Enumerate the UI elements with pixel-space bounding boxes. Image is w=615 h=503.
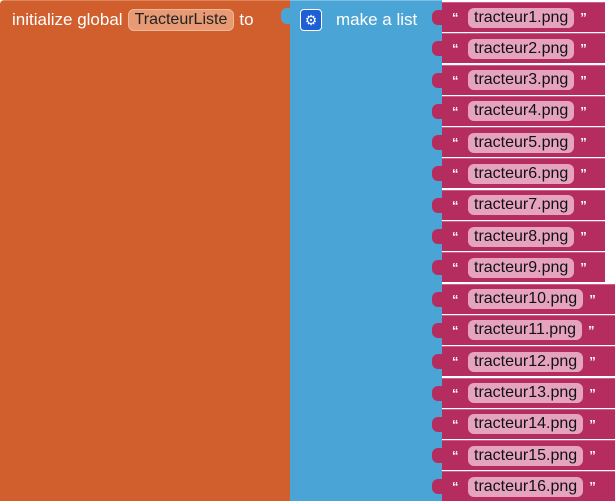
close-quote: ” bbox=[580, 41, 587, 57]
open-quote: “ bbox=[452, 72, 459, 88]
make-a-list-label: make a list bbox=[336, 10, 418, 29]
text-string-field[interactable]: tracteur6.png bbox=[468, 163, 575, 184]
close-quote: ” bbox=[580, 166, 587, 182]
text-string-block[interactable]: “ tracteur10.png ” bbox=[432, 283, 615, 314]
open-quote: “ bbox=[452, 41, 459, 57]
open-quote: “ bbox=[452, 166, 459, 182]
close-quote: ” bbox=[589, 354, 596, 370]
open-quote: “ bbox=[452, 479, 459, 495]
text-string-block[interactable]: “ tracteur15.png ” bbox=[432, 440, 615, 471]
close-quote: ” bbox=[580, 229, 587, 245]
variable-name-field[interactable]: TracteurListe bbox=[127, 9, 235, 31]
close-quote: ” bbox=[580, 103, 587, 119]
open-quote: “ bbox=[452, 10, 459, 25]
close-quote: ” bbox=[589, 479, 596, 495]
text-string-block[interactable]: “ tracteur12.png ” bbox=[432, 346, 615, 377]
text-string-field[interactable]: tracteur15.png bbox=[468, 445, 584, 466]
initialize-global-block[interactable]: initialize global TracteurListe to bbox=[0, 0, 290, 501]
text-string-field[interactable]: tracteur8.png bbox=[468, 226, 575, 247]
text-string-field[interactable]: tracteur10.png bbox=[468, 289, 584, 310]
close-quote: ” bbox=[580, 10, 587, 25]
text-string-block[interactable]: “ tracteur16.png ” bbox=[432, 471, 615, 502]
open-quote: “ bbox=[452, 197, 459, 213]
text-string-field[interactable]: tracteur11.png bbox=[468, 320, 582, 341]
open-quote: “ bbox=[452, 448, 459, 464]
open-quote: “ bbox=[452, 354, 459, 370]
open-quote: “ bbox=[452, 135, 459, 151]
text-string-block[interactable]: “ tracteur14.png ” bbox=[432, 408, 615, 439]
text-string-block[interactable]: “ tracteur9.png ” bbox=[432, 252, 605, 283]
close-quote: ” bbox=[589, 416, 596, 432]
text-string-field[interactable]: tracteur4.png bbox=[468, 101, 575, 122]
open-quote: “ bbox=[452, 260, 459, 276]
text-string-block[interactable]: “ tracteur11.png ” bbox=[432, 314, 615, 345]
close-quote: ” bbox=[589, 385, 596, 401]
text-string-field[interactable]: tracteur1.png bbox=[468, 7, 575, 28]
open-quote: “ bbox=[452, 385, 459, 401]
text-string-field[interactable]: tracteur9.png bbox=[468, 257, 575, 278]
text-string-field[interactable]: tracteur7.png bbox=[468, 195, 575, 216]
text-string-block[interactable]: “ tracteur13.png ” bbox=[432, 377, 615, 408]
text-string-field[interactable]: tracteur3.png bbox=[468, 70, 575, 91]
open-quote: “ bbox=[452, 322, 459, 338]
text-string-field[interactable]: tracteur5.png bbox=[468, 132, 575, 153]
text-string-field[interactable]: tracteur16.png bbox=[468, 476, 584, 497]
initialize-global-label: initialize global bbox=[12, 10, 123, 29]
text-string-block[interactable]: “ tracteur5.png ” bbox=[432, 127, 605, 158]
open-quote: “ bbox=[452, 103, 459, 119]
text-string-block[interactable]: “ tracteur6.png ” bbox=[432, 158, 605, 189]
gear-icon[interactable]: ⚙ bbox=[300, 9, 322, 31]
close-quote: ” bbox=[588, 322, 595, 338]
text-string-block[interactable]: “ tracteur8.png ” bbox=[432, 221, 605, 252]
text-string-block[interactable]: “ tracteur3.png ” bbox=[432, 64, 605, 95]
text-string-block[interactable]: “ tracteur1.png ” bbox=[432, 2, 605, 32]
text-string-field[interactable]: tracteur13.png bbox=[468, 383, 584, 404]
close-quote: ” bbox=[589, 291, 596, 307]
open-quote: “ bbox=[452, 291, 459, 307]
text-string-block[interactable]: “ tracteur7.png ” bbox=[432, 189, 605, 220]
text-string-field[interactable]: tracteur12.png bbox=[468, 351, 584, 372]
close-quote: ” bbox=[589, 448, 596, 464]
close-quote: ” bbox=[580, 197, 587, 213]
make-a-list-block[interactable]: ⚙ make a list bbox=[290, 0, 442, 501]
close-quote: ” bbox=[580, 135, 587, 151]
close-quote: ” bbox=[580, 72, 587, 88]
to-label: to bbox=[239, 10, 254, 29]
list-items: “ tracteur1.png ” “ tracteur2.png ” “ tracteur3… bbox=[432, 2, 615, 503]
open-quote: “ bbox=[452, 229, 459, 245]
text-string-block[interactable]: “ tracteur2.png ” bbox=[432, 33, 605, 64]
open-quote: “ bbox=[452, 416, 459, 432]
text-string-field[interactable]: tracteur14.png bbox=[468, 414, 584, 435]
text-string-field[interactable]: tracteur2.png bbox=[468, 38, 575, 59]
close-quote: ” bbox=[580, 260, 587, 276]
text-string-block[interactable]: “ tracteur4.png ” bbox=[432, 95, 605, 126]
